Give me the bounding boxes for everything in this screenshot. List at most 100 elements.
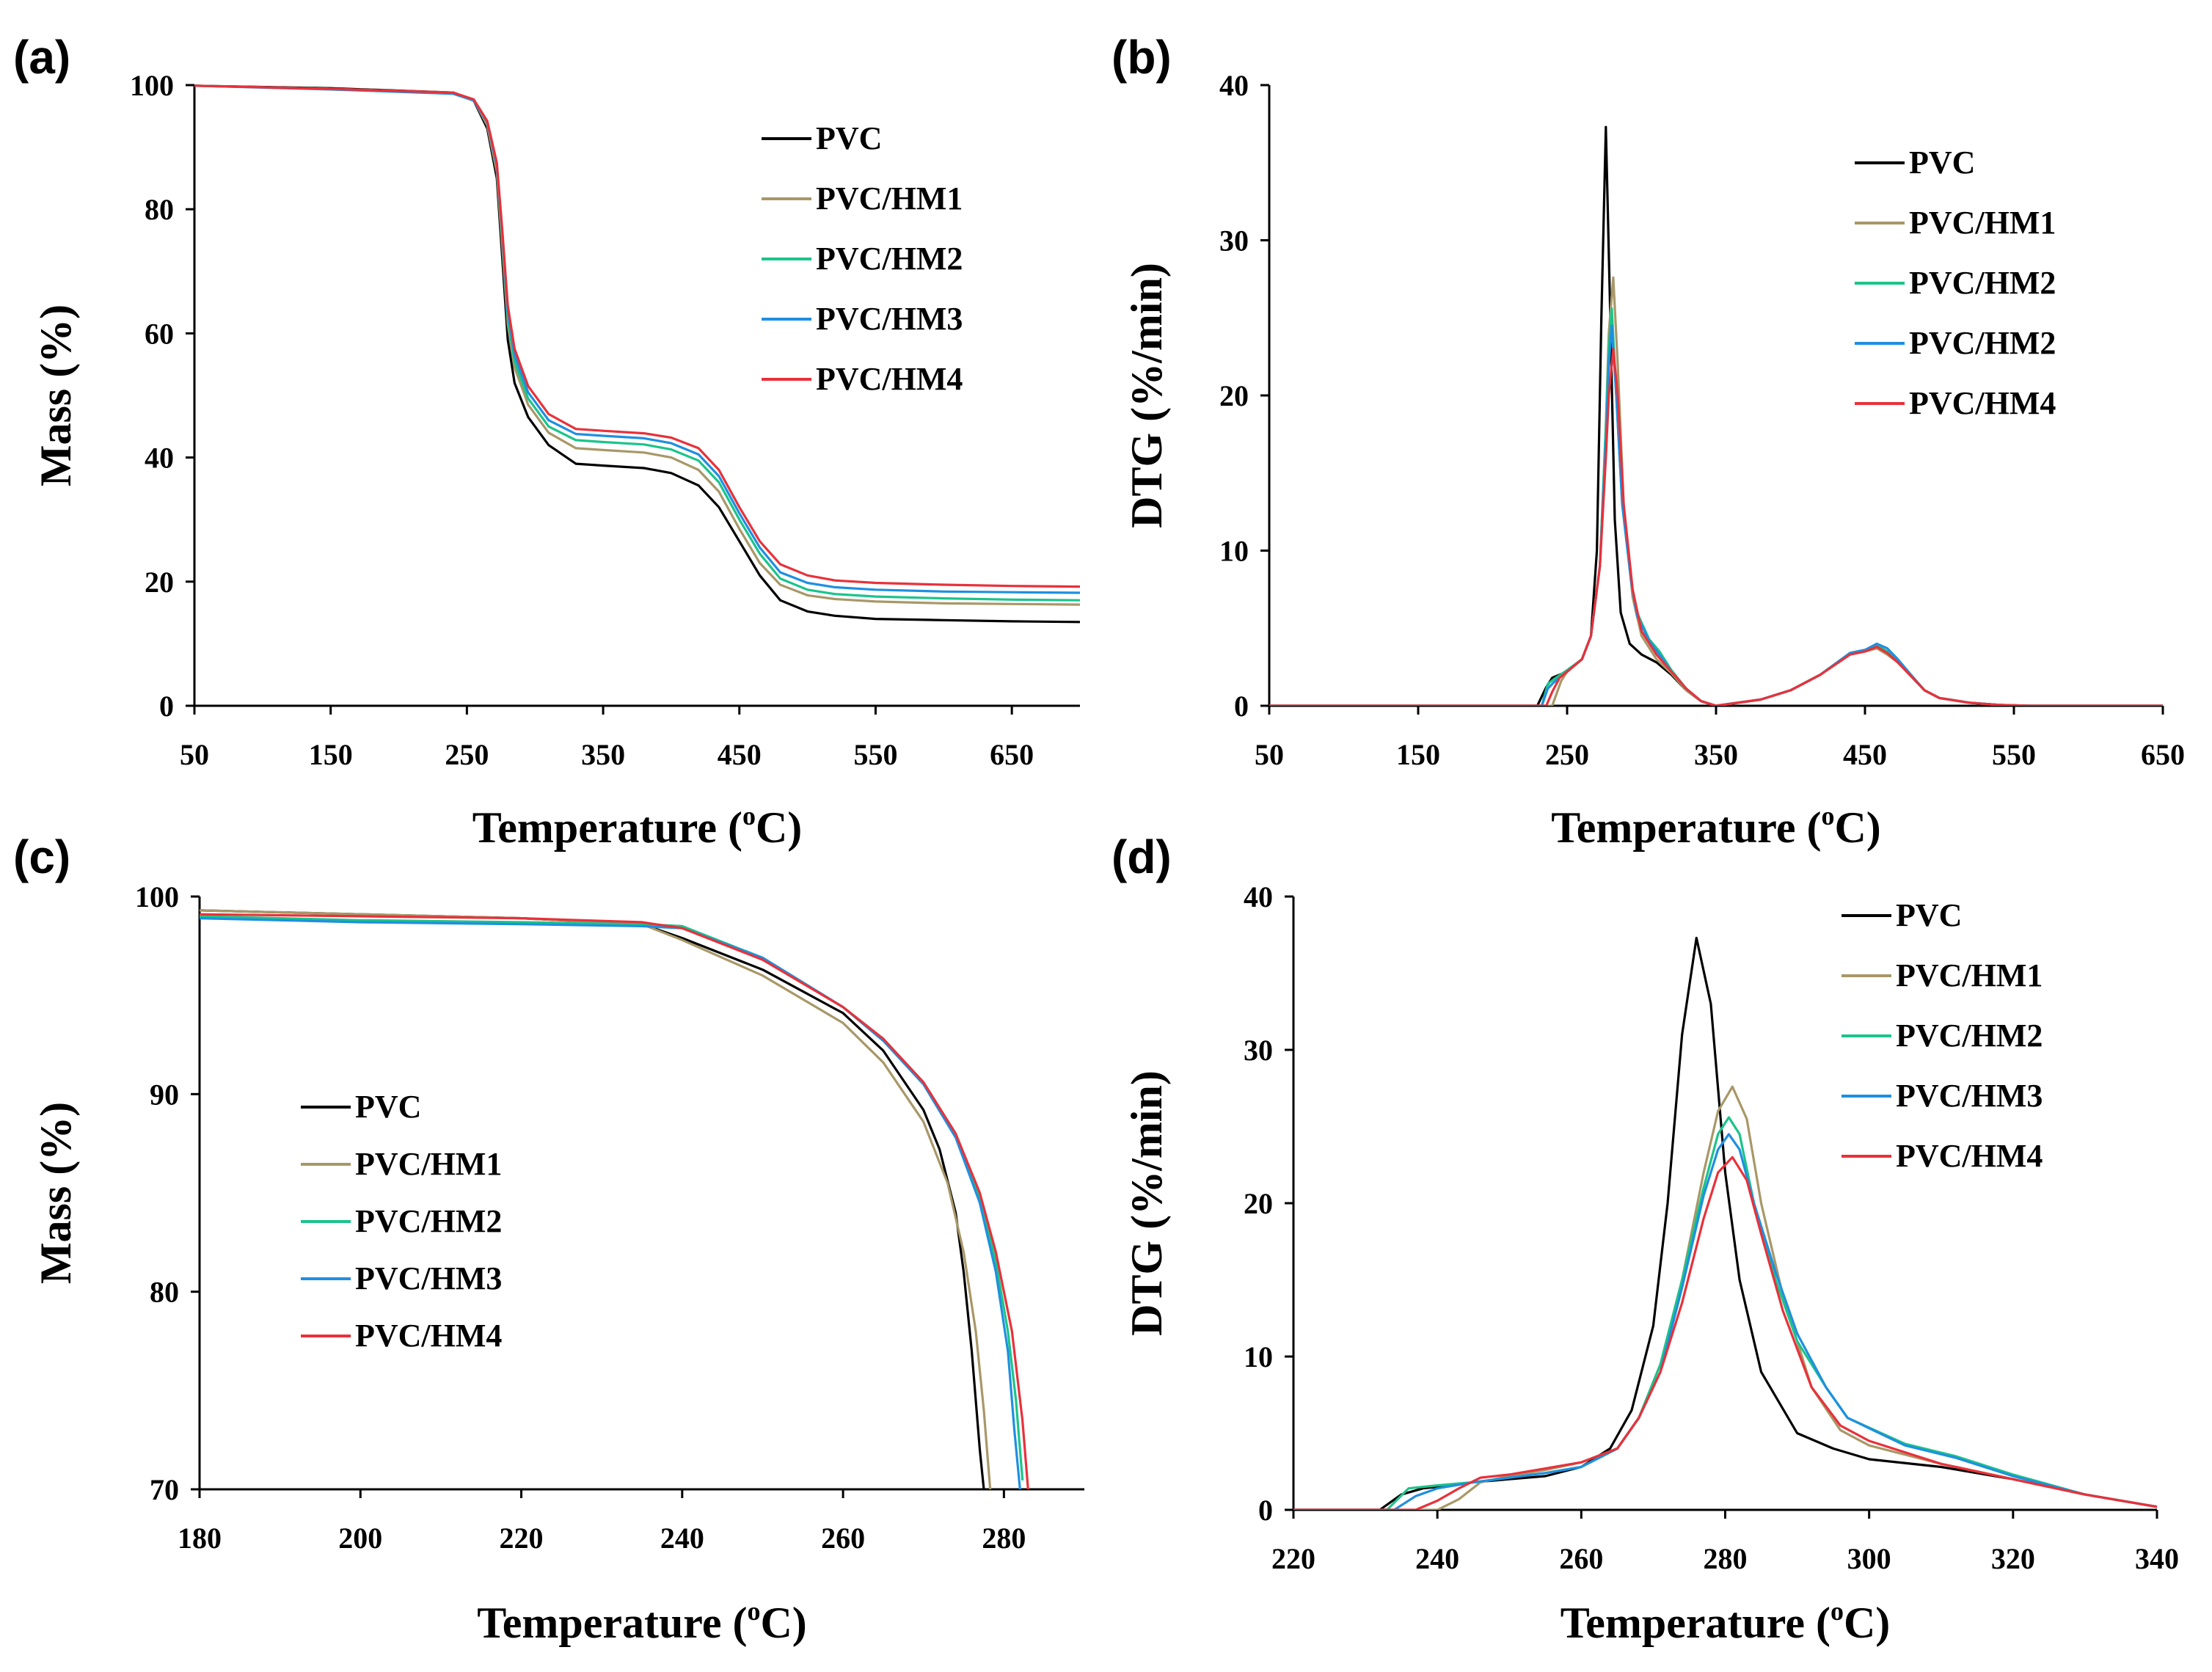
x-tick-label: 300 (1847, 1542, 1891, 1575)
x-tick-label: 650 (990, 738, 1034, 771)
panel-label: (c) (13, 830, 70, 883)
y-axis-title: Mass (%) (32, 304, 80, 486)
legend-label: PVC/HM2 (816, 241, 963, 277)
legend-label: PVC/HM1 (355, 1146, 502, 1182)
series-group (194, 84, 1080, 624)
series-line-pvc-hm4 (200, 913, 1029, 1489)
series-group (200, 909, 1029, 1489)
legend-label: PVC/HM4 (355, 1318, 502, 1354)
y-tick-label: 40 (1244, 880, 1273, 913)
legend-label: PVC (1896, 897, 1962, 933)
y-axis-title: Mass (%) (32, 1102, 80, 1284)
x-tick-label: 220 (500, 1522, 544, 1555)
y-tick-label: 40 (1219, 69, 1249, 102)
y-tick-label: 30 (1219, 224, 1249, 258)
x-tick-label: 280 (1704, 1542, 1748, 1575)
x-tick-label: 450 (718, 738, 762, 771)
x-tick-label: 220 (1271, 1542, 1315, 1575)
x-tick-label: 250 (1545, 738, 1589, 771)
series-group (1293, 936, 2157, 1510)
x-tick-label: 260 (821, 1522, 865, 1555)
x-tick-label: 350 (581, 738, 625, 771)
y-tick-label: 100 (135, 880, 179, 913)
series-line-pvc-hm3 (1269, 324, 2163, 706)
x-axis-title: Temperature (oC) (477, 1596, 807, 1647)
y-tick-label: 90 (150, 1078, 179, 1111)
panel-label: (d) (1112, 830, 1172, 883)
x-axis-title: Temperature (oC) (1561, 1596, 1891, 1647)
series-line-pvc (200, 909, 985, 1489)
panel-a: (a) 0 20 40 60 80 100 50 150 250 350 450 550 650 Tempe… (13, 31, 1080, 852)
panel-b: (b) 0 10 20 30 40 50 150 250 350 450 550 650 Temperat… (1112, 31, 2185, 852)
panel-label: (b) (1112, 31, 1172, 84)
series-line-pvc-hm2 (1269, 307, 2163, 706)
y-axis-title: DTG (%/min) (1123, 1070, 1171, 1336)
y-tick-label: 10 (1219, 535, 1249, 568)
legend-label: PVC (1909, 145, 1975, 180)
y-tick-label: 20 (1244, 1187, 1273, 1220)
legend-label: PVC/HM1 (1909, 205, 2056, 241)
series-line-pvc (194, 84, 1080, 624)
legend-label: PVC/HM3 (816, 301, 963, 337)
series-line-pvc-hm3 (194, 84, 1080, 594)
x-tick-label: 180 (178, 1522, 222, 1555)
y-tick-label: 0 (1258, 1494, 1273, 1527)
panel-d: (d) 0 10 20 30 40 220 240 260 280 300 320 340 Tempera… (1112, 830, 2179, 1647)
series-line-pvc-hm2 (194, 84, 1080, 602)
legend-label: PVC/HM4 (816, 361, 963, 397)
y-tick-label: 80 (145, 193, 174, 226)
x-tick-label: 150 (309, 738, 353, 771)
y-tick-label: 10 (1244, 1340, 1273, 1373)
x-tick-label: 150 (1396, 738, 1440, 771)
x-tick-label: 340 (2135, 1542, 2179, 1575)
legend-label: PVC/HM4 (1896, 1138, 2043, 1174)
x-tick-label: 650 (2141, 738, 2185, 771)
x-axis-title: Temperature (oC) (1551, 801, 1881, 852)
y-axis-title: DTG (%/min) (1123, 263, 1171, 528)
series-line-pvc (1293, 936, 2157, 1510)
legend-label: PVC/HM2 (1909, 265, 2056, 301)
series-line-pvc-hm3 (200, 916, 1021, 1489)
x-tick-label: 200 (338, 1522, 382, 1555)
legend-label: PVC/HM2 (355, 1203, 502, 1239)
series-line-pvc-hm4 (1293, 1156, 2157, 1510)
x-axis-title: Temperature (oC) (472, 801, 803, 852)
y-tick-label: 20 (145, 566, 174, 599)
y-tick-label: 70 (150, 1473, 179, 1506)
x-tick-label: 50 (1255, 738, 1284, 771)
legend-label: PVC/HM2 (1896, 1018, 2043, 1054)
legend-label: PVC (816, 120, 882, 156)
legend-label: PVC (355, 1089, 421, 1125)
legend-label: PVC/HM3 (355, 1260, 502, 1296)
x-tick-label: 350 (1694, 738, 1738, 771)
panel-label: (a) (13, 31, 70, 84)
legend-label: PVC/HM2 (1909, 325, 2056, 361)
y-tick-label: 100 (130, 69, 174, 102)
panel-c: (c) 70 80 90 100 180 200 220 240 260 280 Temperatur… (13, 830, 1084, 1647)
series-group (1269, 125, 2163, 706)
series-line-pvc-hm1 (194, 84, 1080, 606)
y-tick-label: 30 (1244, 1034, 1273, 1067)
legend-label: PVC/HM1 (1896, 957, 2043, 993)
x-tick-label: 260 (1559, 1542, 1603, 1575)
x-tick-label: 250 (445, 738, 489, 771)
x-tick-label: 240 (660, 1522, 704, 1555)
legend-label: PVC/HM4 (1909, 385, 2056, 421)
x-tick-label: 240 (1415, 1542, 1459, 1575)
y-tick-label: 80 (150, 1276, 179, 1309)
y-tick-label: 20 (1219, 379, 1249, 412)
x-tick-label: 50 (180, 738, 209, 771)
x-tick-label: 320 (1991, 1542, 2035, 1575)
x-tick-label: 550 (853, 738, 897, 771)
legend-label: PVC/HM3 (1896, 1078, 2043, 1114)
series-line-pvc-hm2 (200, 915, 1024, 1481)
series-line-pvc-hm4 (194, 84, 1080, 588)
series-line-pvc-hm1 (200, 909, 992, 1489)
y-tick-label: 0 (1234, 690, 1249, 723)
series-line-pvc-hm4 (1269, 348, 2163, 706)
x-tick-label: 450 (1843, 738, 1887, 771)
y-tick-label: 0 (159, 690, 174, 723)
legend-label: PVC/HM1 (816, 180, 963, 216)
x-tick-label: 280 (982, 1522, 1026, 1555)
